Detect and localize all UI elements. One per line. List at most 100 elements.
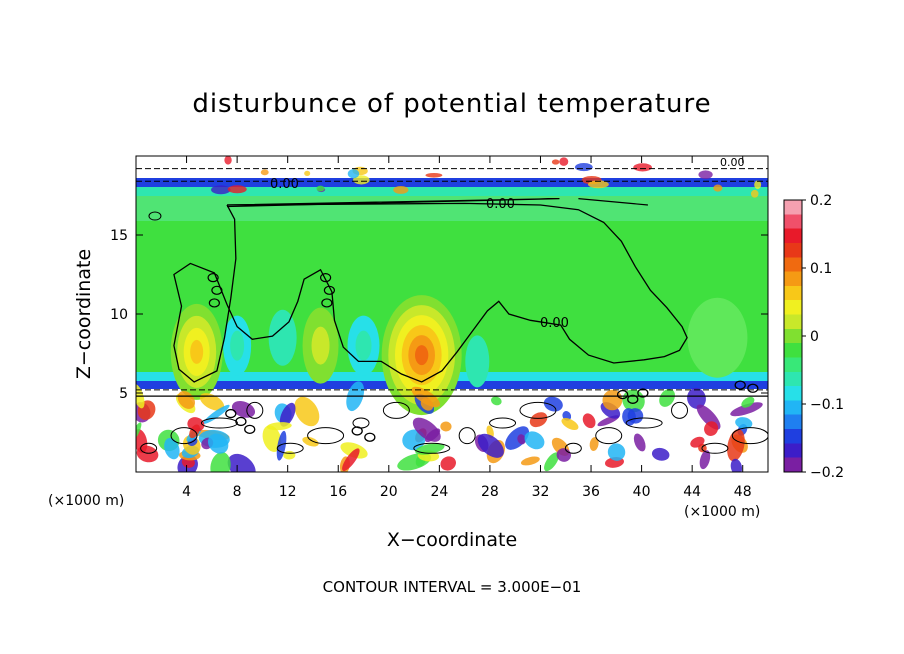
lower-contour-loop (307, 427, 345, 445)
chart-title: disturbunce of potential temperature (192, 89, 711, 119)
lower-anomaly-patch (227, 453, 256, 472)
lower-anomaly-patch (735, 417, 753, 429)
x-tick-label: 16 (329, 484, 347, 500)
lower-anomaly-patch (279, 402, 296, 427)
tropopause-band-blue (136, 177, 768, 187)
y-tick-label: 5 (119, 386, 128, 402)
lower-anomaly-patch (690, 436, 705, 448)
lower-anomaly-patch (687, 387, 706, 409)
lower-anomaly-patch (411, 386, 441, 408)
contour-label-1: 0.00 (270, 177, 299, 192)
small-contour-loop (321, 298, 333, 308)
small-contour-loop (244, 424, 256, 434)
lower-anomaly-patch (543, 396, 563, 412)
colorbar-ticks: 0.2 0.1 0 −0.1 −0.2 (802, 193, 844, 481)
lower-contour-loop (458, 427, 476, 445)
lower-contour-loop (595, 427, 623, 445)
lower-anomaly-patch (561, 418, 579, 430)
x-axis-label: X−coordinate (387, 529, 517, 551)
x-tick-label: 12 (279, 484, 297, 500)
lower-anomaly-patch (704, 421, 719, 436)
lower-anomaly-patch (424, 428, 441, 443)
small-contour-loop (225, 408, 237, 419)
contour-label-4: 0.00 (720, 156, 745, 169)
small-contour-loop (627, 394, 639, 404)
lower-anomaly-patch (210, 452, 231, 472)
colorbar (783, 199, 803, 473)
x-tick-label: 28 (481, 484, 499, 500)
small-contour-loop (747, 383, 759, 393)
lower-anomaly-patch (607, 443, 626, 461)
small-contour-loop (148, 211, 162, 221)
x-tick-label: 48 (734, 484, 752, 500)
x-tick-label: 44 (683, 484, 701, 500)
lower-anomaly-patch (477, 433, 504, 458)
contour-interval-note: CONTOUR INTERVAL = 3.000E−01 (323, 578, 582, 596)
lower-anomaly-patch (659, 388, 675, 407)
upper-anomaly-patch (224, 156, 232, 165)
upper-anomaly-patch (347, 169, 360, 179)
colorbar-tick-label: 0.2 (810, 193, 832, 209)
upper-anomaly-patch (559, 157, 569, 166)
contour-label-3: 0.00 (540, 316, 569, 331)
small-contour-loop (616, 389, 629, 400)
tropopause-band-cyan (136, 186, 768, 196)
colorbar-tick-label: −0.1 (810, 397, 844, 413)
lower-anomaly-patch (589, 437, 599, 451)
small-contour-loop (211, 285, 223, 295)
warm-anomaly-shade (465, 335, 490, 388)
x-tick-label: 8 (233, 484, 242, 500)
lower-anomaly-patch (529, 412, 548, 428)
lower-anomaly-patch (199, 393, 225, 411)
x-unit-left: (×1000 m) (48, 493, 124, 509)
colorbar-tick-label: 0 (810, 329, 819, 345)
lower-anomaly-patch (727, 429, 745, 462)
small-contour-loop (208, 298, 220, 308)
lower-contour-loop (413, 442, 451, 454)
lower-anomaly-patch (699, 450, 711, 470)
contour-label-2: 0.00 (486, 197, 515, 212)
upper-anomaly-patch (425, 173, 443, 178)
upper-anomaly-patch (211, 185, 231, 195)
lower-anomaly-patch (177, 390, 196, 409)
lower-anomaly-patch (302, 436, 319, 447)
lower-anomaly-patch (276, 430, 287, 461)
lower-anomaly-patch (490, 396, 502, 406)
lower-contour-loop (671, 401, 689, 419)
stable-layer-light (136, 196, 768, 221)
lower-anomaly-patch (136, 445, 159, 463)
y-axis-label: Z−coordinate (73, 249, 95, 379)
upper-anomaly-patch (698, 170, 713, 179)
warm-anomaly-shade (687, 297, 748, 378)
warm-anomaly-shade (268, 309, 297, 366)
lower-contour-loop (489, 417, 517, 429)
warm-anomaly-shade (311, 326, 330, 365)
lower-anomaly-patch (730, 402, 763, 417)
lower-contour-loop (701, 442, 729, 454)
lower-anomaly-patch (266, 422, 292, 431)
lower-anomaly-patch (524, 431, 545, 450)
small-contour-loop (235, 416, 247, 427)
small-contour-loop (637, 388, 649, 398)
small-contour-loop (364, 432, 376, 442)
lower-contour-loop (625, 417, 663, 429)
upper-anomaly-patch (227, 185, 247, 194)
lower-anomaly-patch (440, 421, 452, 432)
lower-anomaly-patch (187, 417, 205, 432)
y-tick-label: 15 (110, 228, 128, 244)
x-tick-label: 24 (430, 484, 448, 500)
lower-anomaly-patch (342, 448, 360, 471)
upper-anomaly-patch (754, 180, 762, 190)
y-axis-ticks: 5 10 15 (110, 228, 768, 402)
x-tick-label: 36 (582, 484, 600, 500)
lower-contour-loop (519, 401, 557, 419)
lower-turbulence (136, 156, 763, 472)
thin-contour-wedge (226, 198, 560, 208)
lower-anomaly-patch (544, 452, 559, 472)
upper-anomaly-patch (713, 184, 723, 192)
warm-anomaly-shade (230, 330, 245, 361)
lower-anomaly-patch (207, 433, 229, 454)
lower-anomaly-patch (730, 458, 743, 472)
lower-contour-loop (276, 442, 304, 454)
